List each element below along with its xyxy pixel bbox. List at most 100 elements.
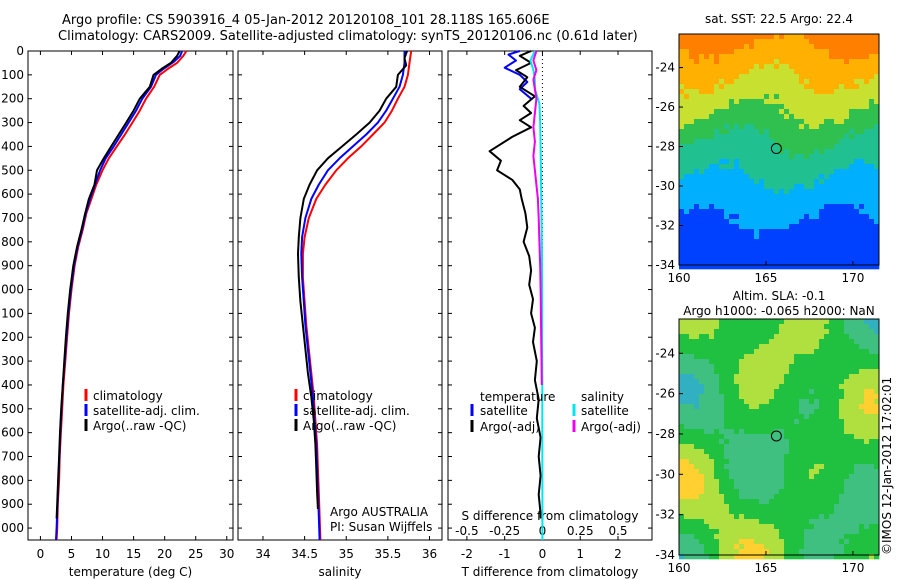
map-cell (859, 69, 865, 75)
map-cell (754, 334, 760, 340)
map-cell (789, 234, 795, 240)
map-cell (719, 499, 725, 505)
map-cell (804, 339, 810, 345)
map-cell (684, 244, 690, 250)
map-cell (724, 394, 730, 400)
map-cell (854, 194, 860, 200)
map-cell (809, 409, 815, 415)
map-cell (689, 79, 695, 85)
map-cell (694, 539, 700, 545)
map-cell (754, 499, 760, 505)
map-cell (749, 524, 755, 530)
map-cell (724, 169, 730, 175)
map-cell (729, 409, 735, 415)
map-cell (774, 349, 780, 355)
map-cell (864, 474, 870, 480)
map-cell (844, 389, 850, 395)
map-cell (734, 139, 740, 145)
map-cell (849, 519, 855, 525)
map-cell (829, 514, 835, 520)
map-cell (784, 344, 790, 350)
map-cell (749, 139, 755, 145)
map-cell (679, 124, 685, 130)
map-cell (684, 129, 690, 135)
map-cell (714, 364, 720, 370)
map-cell (789, 174, 795, 180)
map-cell (859, 364, 865, 370)
map-cell (719, 534, 725, 540)
map-cell (809, 194, 815, 200)
map-cell (864, 219, 870, 225)
map-cell (719, 484, 725, 490)
map-cell (784, 84, 790, 90)
map-cell (684, 529, 690, 535)
map-cell (764, 494, 770, 500)
map-cell (724, 339, 730, 345)
map-cell (819, 204, 825, 210)
map-cell (829, 214, 835, 220)
map-cell (774, 514, 780, 520)
map-cell (704, 554, 710, 560)
map-cell (749, 109, 755, 115)
map-cell (844, 554, 850, 560)
map-cell (739, 239, 745, 245)
map-cell (789, 389, 795, 395)
map-cell (749, 134, 755, 140)
map-cell (819, 384, 825, 390)
map-cell (874, 219, 880, 225)
map-cell (814, 484, 820, 490)
map-cell (839, 444, 845, 450)
map-cell (834, 149, 840, 155)
map-cell (719, 174, 725, 180)
map-cell (809, 399, 815, 405)
map-cell (804, 554, 810, 560)
map-cell (769, 529, 775, 535)
map-cell (864, 439, 870, 445)
map-cell (729, 339, 735, 345)
map-cell (694, 424, 700, 430)
map-cell (849, 474, 855, 480)
map-cell (854, 324, 860, 330)
map-cell (774, 89, 780, 95)
map-cell (799, 124, 805, 130)
map-cell (794, 379, 800, 385)
map-cell (739, 134, 745, 140)
map-cell (689, 489, 695, 495)
map-cell (679, 239, 685, 245)
map-cell (869, 419, 875, 425)
map-cell (779, 264, 785, 270)
map-cell (689, 179, 695, 185)
map-cell (859, 119, 865, 125)
map-cell (729, 374, 735, 380)
map-cell (774, 119, 780, 125)
map-cell (834, 249, 840, 255)
map-cell (819, 244, 825, 250)
x-tick-label: 0 (37, 547, 45, 561)
x-tick-label: 30 (219, 547, 234, 561)
map-cell (764, 429, 770, 435)
map-cell (749, 534, 755, 540)
y-tick-label: 900 (1, 259, 24, 273)
map-cell (734, 469, 740, 475)
map-cell (749, 104, 755, 110)
map-cell (744, 49, 750, 55)
map-cell (789, 459, 795, 465)
map-cell (794, 244, 800, 250)
map-cell (679, 64, 685, 70)
map-cell (719, 449, 725, 455)
map-cell (779, 54, 785, 60)
map-cell (804, 529, 810, 535)
map-cell (704, 129, 710, 135)
map-cell (749, 454, 755, 460)
map-cell (854, 69, 860, 75)
map-cell (824, 84, 830, 90)
map-cell (709, 224, 715, 230)
map-cell (799, 144, 805, 150)
map-cell (734, 519, 740, 525)
map-cell (819, 109, 825, 115)
map-cell (744, 359, 750, 365)
map-cell (874, 194, 880, 200)
map-cell (749, 254, 755, 260)
map-cell (844, 59, 850, 65)
map-cell (739, 364, 745, 370)
